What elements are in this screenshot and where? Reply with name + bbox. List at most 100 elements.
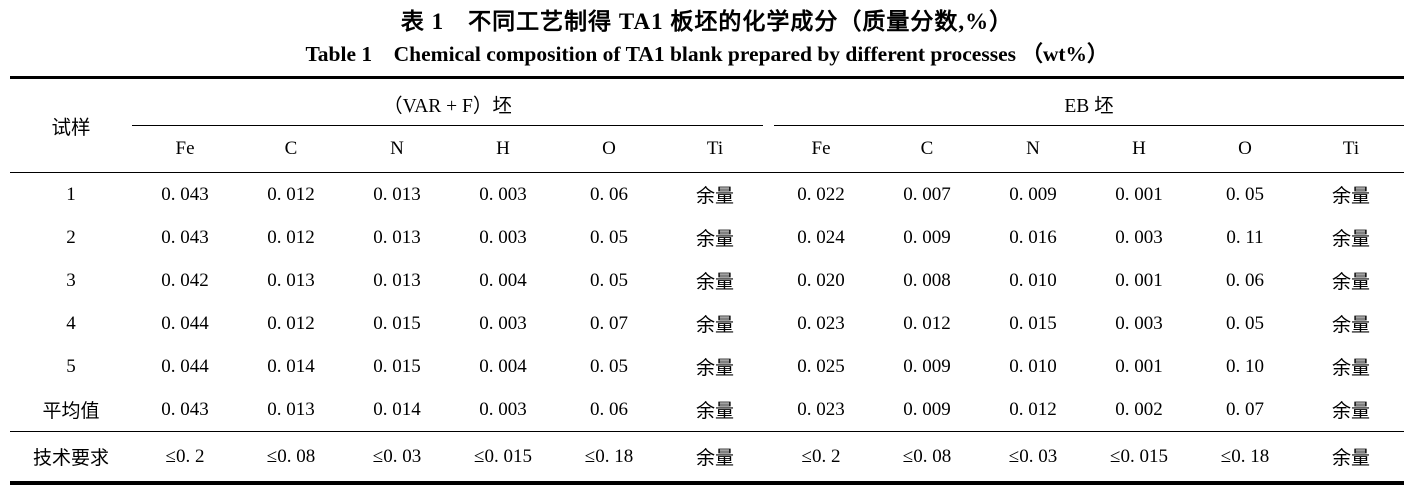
table-cell: 0. 012 xyxy=(903,312,951,334)
table-cell: 0. 043 xyxy=(161,183,209,205)
table-cell: 0. 012 xyxy=(1009,398,1057,420)
table-cell: 0. 06 xyxy=(590,398,628,420)
table-row: 1 0. 043 0. 012 0. 013 0. 003 0. 06 余量 0. 022 0.… xyxy=(10,173,1404,217)
table-cell: 余量 xyxy=(695,448,734,469)
element-header-row: Fe C N H O Ti Fe C N H O Ti xyxy=(10,126,1404,173)
table-cell: ≤0. 18 xyxy=(584,445,634,467)
table-cell: 0. 001 xyxy=(1115,183,1163,205)
table-cell: 0. 012 xyxy=(267,183,315,205)
table-cell: 0. 001 xyxy=(1115,269,1163,291)
group-header-var-f: （VAR + F）坯 xyxy=(132,78,768,126)
table-cell: 0. 009 xyxy=(903,398,951,420)
table-cell: 0. 015 xyxy=(373,355,421,377)
table-cell: 余量 xyxy=(1331,186,1370,207)
table-cell: 0. 023 xyxy=(797,312,845,334)
table-cell: 余量 xyxy=(1331,229,1370,250)
table-cell: 0. 025 xyxy=(797,355,845,377)
table-cell: ≤0. 08 xyxy=(266,445,316,467)
table-cell: 0. 044 xyxy=(161,355,209,377)
table-row: 3 0. 042 0. 013 0. 013 0. 004 0. 05 余量 0. 020 0.… xyxy=(10,259,1404,302)
column-header-ti: Ti xyxy=(662,126,768,173)
table-row: 技术要求 ≤0. 2 ≤0. 08 ≤0. 03 ≤0. 015 ≤0. 18 余量 ≤0. … xyxy=(10,431,1404,484)
table-cell: 0. 022 xyxy=(797,183,845,205)
table-cell: 0. 014 xyxy=(267,355,315,377)
table-cell: 0. 10 xyxy=(1226,355,1264,377)
table-cell: 0. 07 xyxy=(590,312,628,334)
table-cell: 0. 013 xyxy=(373,226,421,248)
table-cell: ≤0. 2 xyxy=(801,445,841,467)
table-cell: ≤0. 03 xyxy=(1008,445,1058,467)
group-header-eb-label: EB 坯 xyxy=(774,79,1404,126)
table-cell: ≤0. 2 xyxy=(165,445,205,467)
table-cell: 0. 05 xyxy=(1226,312,1264,334)
table-cell: 0. 015 xyxy=(1009,312,1057,334)
table-cell: 0. 013 xyxy=(373,269,421,291)
table-cell: 0. 013 xyxy=(267,398,315,420)
table-cell: 0. 044 xyxy=(161,312,209,334)
table-cell: 0. 024 xyxy=(797,226,845,248)
column-header-o: O xyxy=(1192,126,1298,173)
column-header-fe: Fe xyxy=(768,126,874,173)
table-cell: 0. 023 xyxy=(797,398,845,420)
table-cell: 0. 003 xyxy=(1115,226,1163,248)
table-cell: 0. 010 xyxy=(1009,355,1057,377)
column-header-sample: 试样 xyxy=(10,77,132,173)
table-cell: 余量 xyxy=(695,272,734,293)
row-label: 平均值 xyxy=(42,401,100,422)
table-cell: 余量 xyxy=(1331,448,1370,469)
table-row: 5 0. 044 0. 014 0. 015 0. 004 0. 05 余量 0. 025 0.… xyxy=(10,345,1404,388)
table-cell: 0. 042 xyxy=(161,269,209,291)
table-row: 2 0. 043 0. 012 0. 013 0. 003 0. 05 余量 0. 024 0.… xyxy=(10,216,1404,259)
column-header-o: O xyxy=(556,126,662,173)
table-cell: 0. 009 xyxy=(903,226,951,248)
table-cell: 余量 xyxy=(1331,315,1370,336)
column-header-h: H xyxy=(1086,126,1192,173)
table-body: 1 0. 043 0. 012 0. 013 0. 003 0. 06 余量 0. 022 0.… xyxy=(10,173,1404,484)
table-cell: ≤0. 03 xyxy=(372,445,422,467)
column-header-n: N xyxy=(980,126,1086,173)
table-cell: 0. 002 xyxy=(1115,398,1163,420)
table-cell: 0. 009 xyxy=(903,355,951,377)
table-cell: ≤0. 08 xyxy=(902,445,952,467)
table-cell: ≤0. 18 xyxy=(1220,445,1270,467)
table-cell: 0. 043 xyxy=(161,398,209,420)
table-cell: 余量 xyxy=(695,401,734,422)
table-cell: 余量 xyxy=(695,186,734,207)
table-cell: 余量 xyxy=(1331,358,1370,379)
table-cell: 0. 05 xyxy=(590,355,628,377)
table-cell: 0. 06 xyxy=(1226,269,1264,291)
table-cell: 余量 xyxy=(695,229,734,250)
table-cell: 0. 012 xyxy=(267,312,315,334)
group-header-row: 试样 （VAR + F）坯 EB 坯 xyxy=(10,77,1404,173)
row-label: 3 xyxy=(66,269,76,291)
row-label: 技术要求 xyxy=(32,448,109,469)
table-cell: 0. 016 xyxy=(1009,226,1057,248)
table-cell: 0. 014 xyxy=(373,398,421,420)
column-header-c: C xyxy=(874,126,980,173)
table-cell: 0. 05 xyxy=(590,269,628,291)
column-header-c: C xyxy=(238,126,344,173)
table-cell: 0. 043 xyxy=(161,226,209,248)
table-cell: 余量 xyxy=(695,315,734,336)
table-cell: 0. 07 xyxy=(1226,398,1264,420)
table-cell: 0. 013 xyxy=(267,269,315,291)
row-label: 4 xyxy=(66,312,76,334)
row-label: 2 xyxy=(66,226,76,248)
column-header-h: H xyxy=(450,126,556,173)
table-cell: 0. 003 xyxy=(479,312,527,334)
table-cell: 0. 06 xyxy=(590,183,628,205)
table-cell: 0. 001 xyxy=(1115,355,1163,377)
table-cell: 0. 003 xyxy=(479,398,527,420)
table-cell: 0. 05 xyxy=(1226,183,1264,205)
table-cell: 0. 11 xyxy=(1226,226,1264,248)
table-row: 4 0. 044 0. 012 0. 015 0. 003 0. 07 余量 0. 023 0.… xyxy=(10,302,1404,345)
table-cell: 0. 007 xyxy=(903,183,951,205)
composition-table: 试样 （VAR + F）坯 EB 坯 Fe C N H O Ti Fe C N … xyxy=(10,76,1404,485)
table-cell: ≤0. 015 xyxy=(474,445,532,467)
table-cell: 0. 013 xyxy=(373,183,421,205)
table-cell: ≤0. 015 xyxy=(1110,445,1168,467)
row-label: 5 xyxy=(66,355,76,377)
table-cell: 0. 05 xyxy=(590,226,628,248)
table-cell: 0. 009 xyxy=(1009,183,1057,205)
